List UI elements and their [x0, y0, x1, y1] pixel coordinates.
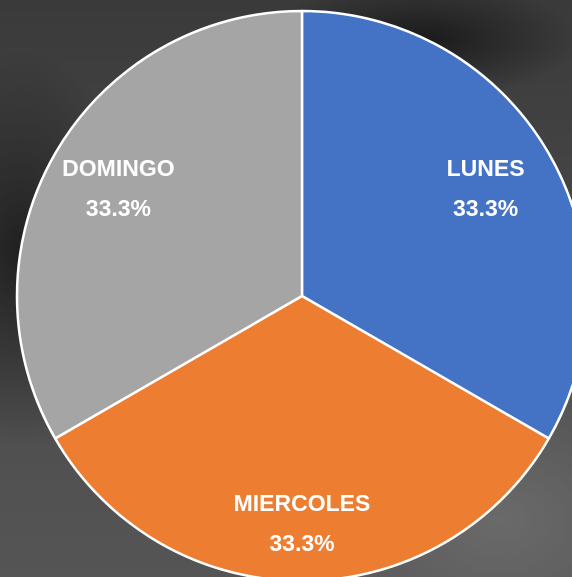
- slice-label: MIERCOLES: [234, 490, 371, 516]
- value-label: 33.3%: [269, 530, 334, 556]
- slice-label: DOMINGO: [62, 155, 174, 181]
- value-label: 33.3%: [453, 195, 518, 221]
- page: {"chart_data": {"type": "pie", "categori…: [0, 0, 572, 577]
- slice-label: LUNES: [447, 155, 525, 181]
- value-label: 33.3%: [86, 195, 151, 221]
- chart: LUNES 33.3% MIERCOLES 33.3% DOMINGO 33.3%: [0, 0, 572, 577]
